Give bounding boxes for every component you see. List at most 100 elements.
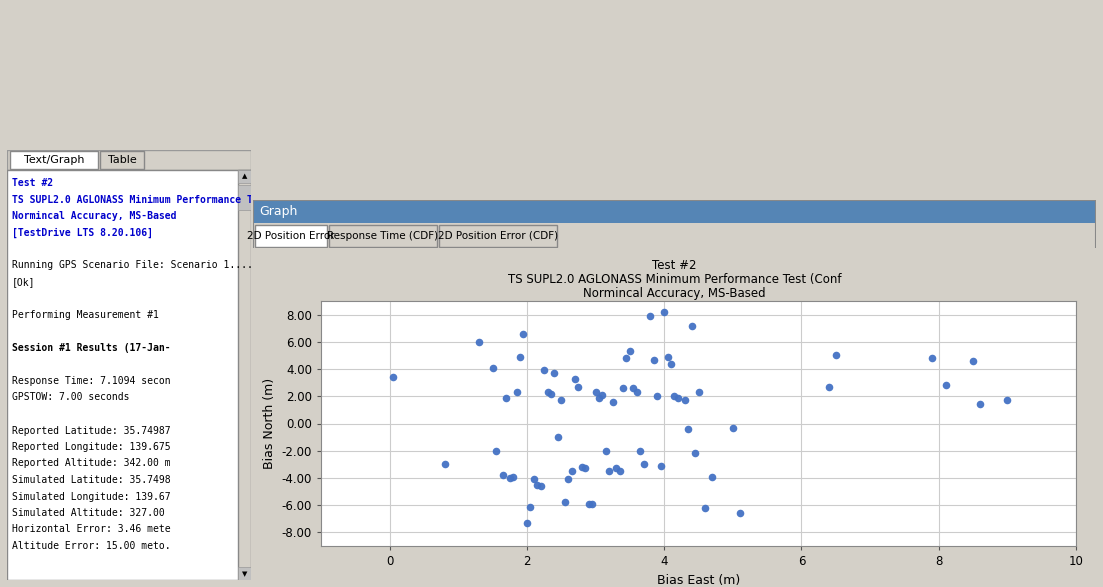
Point	[535, 366, 553, 375]
Point	[964, 356, 982, 366]
Point	[546, 369, 564, 378]
Text: Simulated Latitude: 35.7498: Simulated Latitude: 35.7498	[12, 475, 171, 485]
Point	[436, 460, 453, 469]
Point	[572, 463, 590, 472]
Point	[652, 461, 670, 470]
Point	[504, 472, 522, 481]
Point	[577, 464, 595, 473]
Point	[587, 387, 604, 397]
Point	[614, 383, 632, 393]
Point	[580, 499, 598, 508]
Point	[597, 446, 614, 456]
Point	[515, 329, 533, 338]
Point	[525, 475, 543, 484]
Point	[618, 353, 635, 363]
Y-axis label: Bias North (m): Bias North (m)	[263, 378, 276, 469]
Point	[821, 382, 838, 392]
Point	[507, 387, 525, 397]
Point	[553, 396, 570, 405]
Point	[608, 464, 625, 473]
Text: GPSTOW: 7.00 seconds: GPSTOW: 7.00 seconds	[12, 393, 129, 403]
Point	[631, 446, 649, 456]
Point	[603, 397, 621, 406]
Point	[689, 387, 707, 397]
Text: Running GPS Scenario File: Scenario 1......: Running GPS Scenario File: Scenario 1...…	[12, 261, 265, 271]
Text: ▼: ▼	[242, 571, 247, 577]
Text: Altitude Error: 15.00 meto.: Altitude Error: 15.00 meto.	[12, 541, 171, 551]
Bar	[253, 223, 1096, 248]
Point	[532, 481, 549, 491]
Text: Reported Latitude: 35.74987: Reported Latitude: 35.74987	[12, 426, 171, 436]
Point	[665, 392, 683, 401]
Text: Response Time: 7.1094 secon: Response Time: 7.1094 secon	[12, 376, 171, 386]
Text: Performing Measurement #1: Performing Measurement #1	[12, 310, 159, 320]
Point	[384, 373, 401, 382]
Point	[642, 311, 660, 321]
Text: Simulated Altitude: 327.00: Simulated Altitude: 327.00	[12, 508, 164, 518]
Text: Reported Altitude: 342.00 m: Reported Altitude: 342.00 m	[12, 458, 171, 468]
Point	[621, 347, 639, 356]
Text: Session #1 Results (17-Jan-: Session #1 Results (17-Jan-	[12, 343, 171, 353]
Point	[494, 471, 512, 480]
Point	[683, 321, 700, 330]
Point	[522, 502, 539, 511]
Point	[563, 467, 580, 476]
Text: Horizontal Error: 3.46 mete: Horizontal Error: 3.46 mete	[12, 525, 171, 535]
Point	[488, 446, 505, 456]
Bar	[329, 225, 437, 247]
Point	[542, 389, 559, 398]
Text: Normincal Accuracy, MS-Based: Normincal Accuracy, MS-Based	[12, 211, 176, 221]
Bar	[253, 248, 1096, 581]
Point	[538, 387, 556, 397]
X-axis label: Bias East (m): Bias East (m)	[657, 573, 740, 586]
Point	[658, 352, 676, 362]
Point	[679, 424, 697, 434]
Point	[634, 460, 652, 469]
Bar	[238, 170, 251, 580]
Text: [TestDrive LTS 8.20.106]: [TestDrive LTS 8.20.106]	[12, 228, 153, 238]
Bar	[238, 170, 251, 183]
Text: Table: Table	[108, 155, 137, 165]
Point	[827, 351, 845, 360]
Point	[518, 518, 536, 528]
Text: Test #2: Test #2	[12, 178, 53, 188]
Point	[511, 352, 528, 362]
Point	[686, 448, 704, 458]
Bar	[100, 151, 144, 169]
Point	[676, 396, 694, 405]
Bar	[238, 185, 251, 210]
Point	[624, 383, 642, 393]
Text: Response Time (CDF): Response Time (CDF)	[328, 231, 439, 241]
Point	[704, 472, 721, 481]
Bar	[10, 151, 98, 169]
Point	[590, 393, 608, 402]
Point	[528, 480, 546, 490]
Point	[559, 475, 577, 484]
Text: Simulated Longitude: 139.67: Simulated Longitude: 139.67	[12, 491, 171, 501]
Text: 2D Position Error (CDF): 2D Position Error (CDF)	[438, 231, 558, 241]
Bar	[238, 567, 251, 580]
Point	[923, 353, 941, 363]
Point	[696, 503, 714, 512]
Text: TS SUPL2.0 AGLONASS Minimum Performance Test (Conf: TS SUPL2.0 AGLONASS Minimum Performance …	[12, 194, 306, 204]
Point	[600, 467, 618, 476]
Point	[731, 509, 749, 518]
Point	[583, 499, 601, 508]
Bar	[253, 200, 1096, 223]
Point	[611, 467, 629, 476]
Text: [Ok]: [Ok]	[12, 277, 35, 287]
Point	[971, 400, 988, 409]
Point	[556, 498, 574, 507]
Point	[501, 473, 518, 483]
Point	[484, 363, 502, 372]
Point	[655, 307, 673, 316]
Text: 2D Position Error: 2D Position Error	[247, 231, 335, 241]
Point	[593, 390, 611, 400]
Point	[649, 392, 666, 401]
Point	[569, 382, 587, 392]
Bar	[439, 225, 557, 247]
Point	[470, 337, 488, 346]
Bar	[255, 225, 326, 247]
Text: Test #2: Test #2	[652, 259, 697, 272]
Point	[724, 423, 741, 432]
